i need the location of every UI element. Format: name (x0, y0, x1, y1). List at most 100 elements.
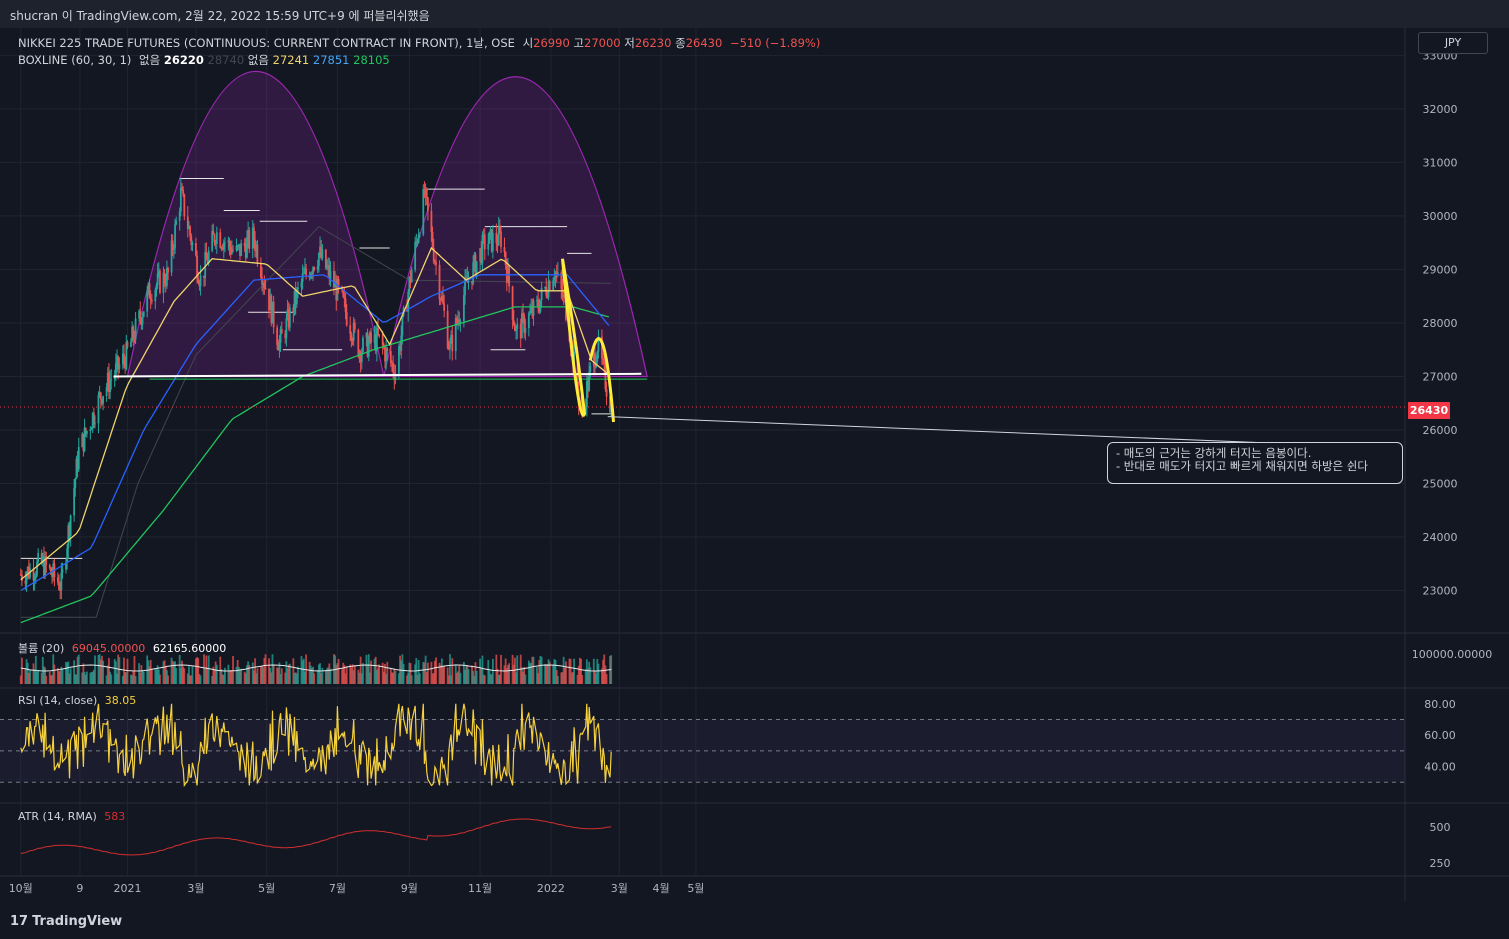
candle-body (456, 318, 458, 324)
candle-body (385, 348, 388, 362)
candle-body (552, 280, 555, 290)
boxline-v4: 27851 (312, 53, 350, 67)
volume-bar (98, 654, 101, 684)
volume-bar (603, 654, 606, 684)
volume-bar (108, 658, 110, 684)
candle-body (284, 333, 287, 339)
candle-body (555, 272, 558, 275)
volume-bar (522, 671, 524, 684)
candle-body (316, 266, 319, 270)
volume-bar (373, 658, 376, 684)
candle-body (496, 243, 499, 246)
candle-body (154, 289, 157, 302)
volume-bar (271, 654, 274, 684)
candle-body (227, 240, 230, 243)
price-tick-label: 24000 (1423, 531, 1458, 544)
volume-bar (155, 669, 158, 684)
rsi-line (20, 703, 612, 788)
volume-bar (213, 669, 216, 684)
volume-bar (97, 654, 100, 684)
candle-body (516, 323, 519, 329)
volume-bar (479, 658, 482, 684)
volume-bar (319, 663, 321, 684)
candle-body (270, 295, 273, 324)
volume-bar (51, 675, 53, 684)
candle-body (352, 322, 355, 341)
candle-body (179, 187, 182, 212)
candle-body (150, 299, 153, 302)
candle-body (366, 333, 369, 357)
volume-bar (48, 671, 51, 684)
candle-body (312, 267, 314, 274)
neckline-line (113, 372, 642, 378)
volume-bar (536, 666, 538, 684)
candle-body (410, 269, 413, 283)
candle-body (97, 394, 100, 424)
volume-pane (19, 654, 613, 684)
price-tick-label: 26000 (1423, 424, 1458, 437)
sma-slow-line (20, 306, 610, 624)
currency-button[interactable]: JPY (1418, 32, 1488, 54)
candle-body (90, 428, 93, 430)
volume-bar (496, 668, 499, 684)
volume-bar (92, 669, 95, 684)
volume-bar (483, 675, 486, 684)
volume-bar (94, 655, 96, 684)
annotation-note[interactable]: - 매도의 근거는 강하게 터지는 음봉이다. - 반대로 매도가 터지고 빠르… (1107, 442, 1403, 484)
volume-bar (498, 674, 501, 684)
price-tick-label: 28000 (1423, 317, 1458, 330)
candle-body (140, 318, 143, 325)
candle-body (435, 262, 437, 265)
volume-bar (578, 657, 581, 684)
volume-bar (309, 665, 312, 684)
volume-bar (214, 661, 217, 684)
volume-bar (166, 670, 168, 684)
volume-bar (206, 667, 209, 684)
volume-bar (512, 664, 515, 684)
volume-bar (259, 666, 262, 684)
chart-svg[interactable]: 23000 24000 25000 26000 27000 28000 29000 30000… (0, 28, 1509, 901)
candle-body (162, 272, 165, 293)
volume-bar (21, 657, 23, 684)
time-tick-label: 2021 (113, 882, 141, 895)
volume-bar (236, 660, 239, 684)
volume-bar (531, 656, 534, 684)
axes: 23000 24000 25000 26000 27000 28000 29000 30000… (9, 49, 1493, 895)
candle-body (276, 327, 279, 345)
volume-bar (562, 656, 565, 684)
tradingview-logo[interactable]: 17 TradingView (10, 914, 122, 929)
candle-body (300, 281, 303, 288)
candle-body (228, 240, 231, 248)
price-tick-label: 23000 (1423, 585, 1458, 598)
chart-area[interactable]: 23000 24000 25000 26000 27000 28000 29000 30000… (0, 28, 1509, 901)
candle-body (77, 447, 80, 470)
candle-body (329, 270, 332, 279)
candle-body (204, 252, 207, 278)
volume-bar (540, 656, 543, 684)
volume-bar (359, 656, 362, 684)
volume-bar (182, 666, 185, 684)
volume-bar (588, 661, 591, 684)
volume-bar (384, 663, 386, 684)
candle-body (27, 566, 30, 578)
candle-body (562, 295, 565, 298)
candle-body (271, 301, 274, 324)
volume-bar (154, 668, 157, 684)
candle-body (442, 296, 444, 304)
candle-body (576, 351, 579, 390)
candle-body (481, 235, 484, 263)
candle-body (490, 229, 493, 252)
volume-bar (99, 659, 102, 684)
volume-bar (352, 670, 355, 684)
candle-body (505, 265, 508, 283)
tv-logo-icon: 17 (10, 914, 29, 929)
volume-bar (596, 658, 599, 684)
rsi-legend: RSI (14, close) 38.05 (18, 694, 136, 707)
volume-bar (435, 657, 437, 684)
volume-bar (175, 668, 178, 684)
candle-body (414, 241, 417, 270)
candle-body (462, 295, 465, 322)
volume-bar (101, 655, 103, 684)
candle-body (172, 248, 175, 250)
candle-body (393, 372, 396, 380)
